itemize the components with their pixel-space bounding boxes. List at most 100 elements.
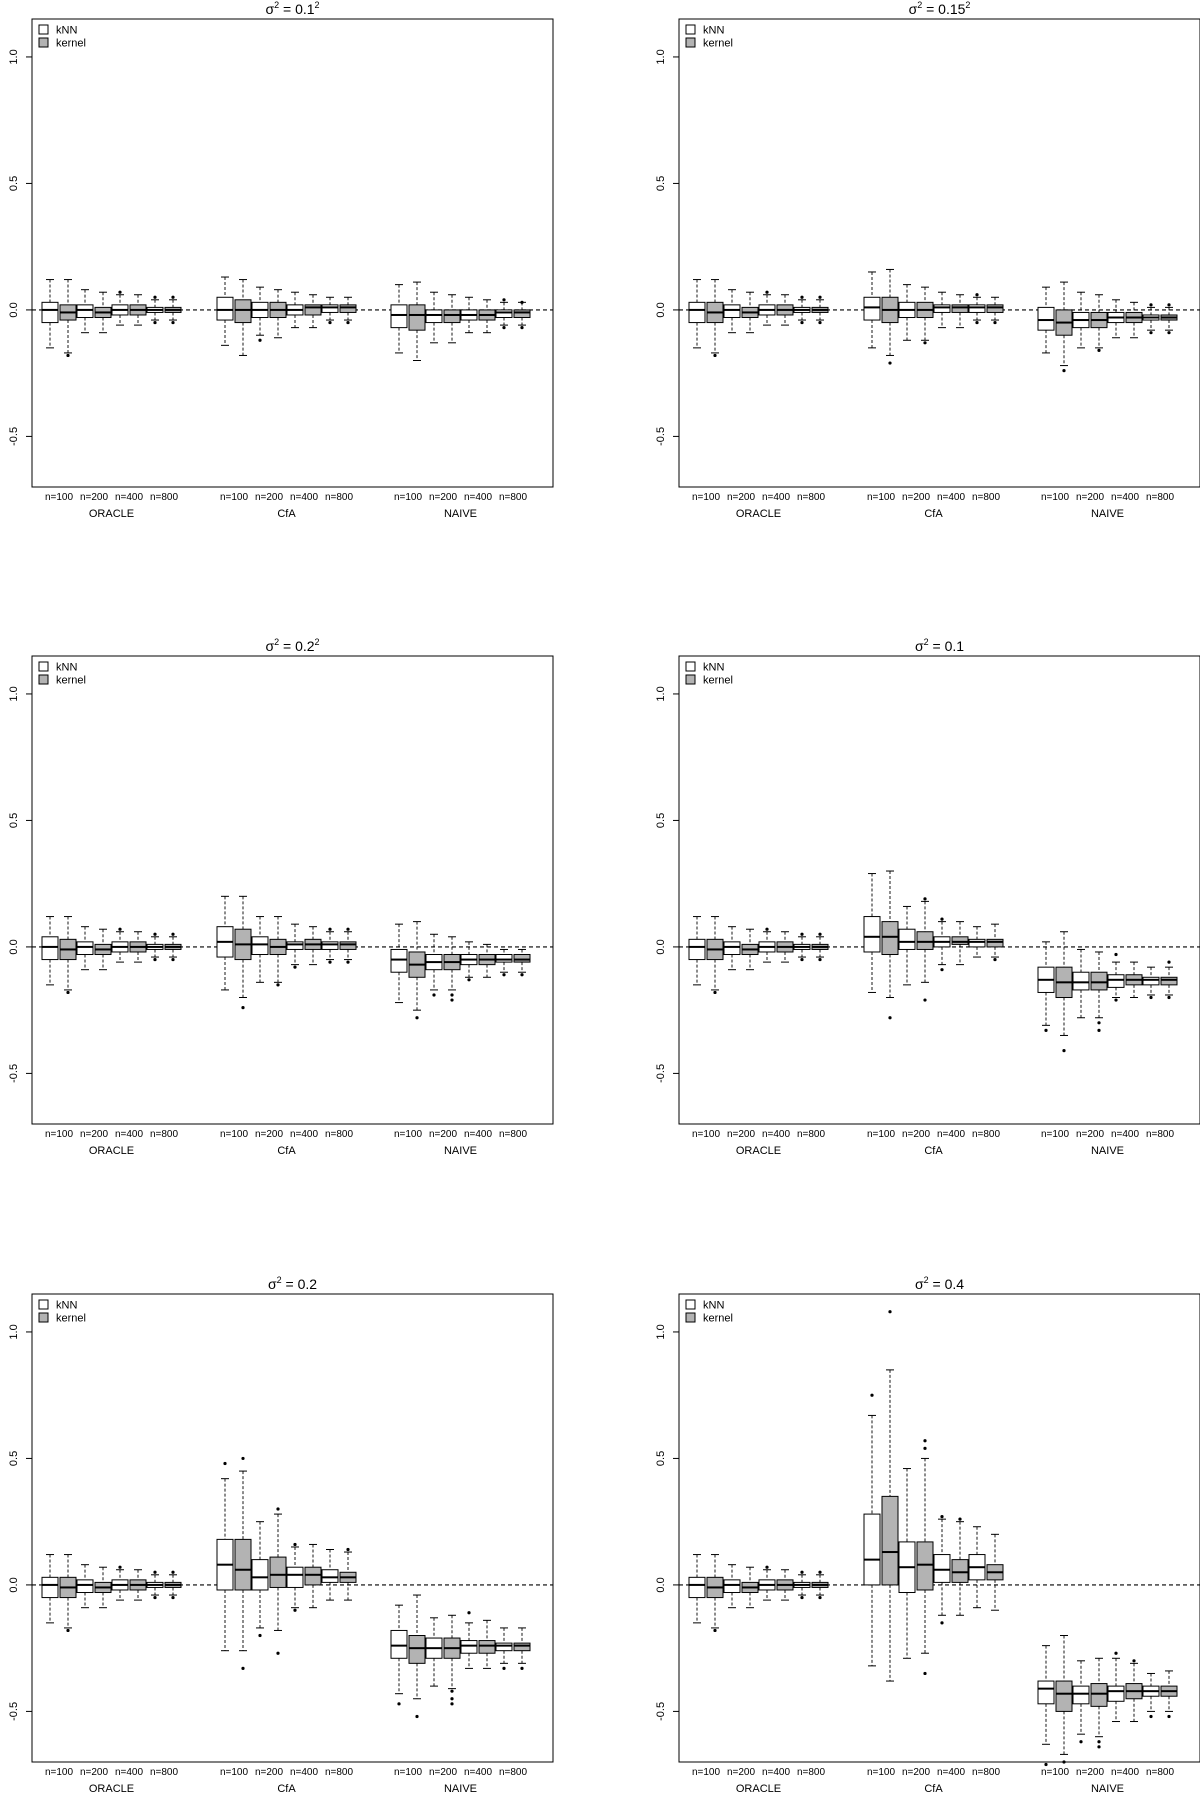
outlier-point [171,1570,175,1574]
n-label: n=400 [290,1129,319,1140]
outlier-point [153,1570,157,1574]
outlier-point [1114,952,1118,957]
n-label: n=800 [150,492,179,503]
box-kernel [811,1570,829,1600]
box-iqr [951,1559,969,1583]
box-iqr [443,309,461,324]
outlier-point [1167,995,1171,1000]
n-label: n=200 [429,492,458,503]
legend-swatch [685,674,696,685]
y-tick-label: -0.5 [655,1064,667,1083]
outlier-point [450,1689,454,1693]
legend-label: kernel [703,1313,733,1325]
box-iqr [339,304,357,313]
box-kernel [339,296,357,325]
box-iqr [251,936,269,956]
n-label: n=100 [220,1129,249,1140]
box-kernel [916,286,934,345]
box-iqr [951,936,969,945]
outlier-point [1097,348,1101,352]
legend-label: kernel [56,1313,86,1325]
box-kernel [513,948,531,977]
outlier-point [415,1016,419,1020]
n-label: n=100 [867,1129,896,1140]
outlier-point [171,1595,175,1600]
box-knn [321,296,339,325]
box-iqr [234,1538,252,1591]
outlier-point [800,957,804,962]
outlier-point [502,1666,506,1670]
outlier-point [923,1446,927,1450]
y-tick-label: 1.0 [655,1324,667,1339]
n-label: n=100 [394,492,423,503]
title-value: = 0.2 [279,638,315,654]
outlier-point [975,320,979,325]
box-knn [390,923,408,1004]
box-iqr [495,1642,513,1652]
box-kernel [129,931,147,963]
outlier-point [888,361,892,365]
n-label: n=800 [1146,492,1175,503]
n-label: n=200 [1076,1129,1105,1140]
box-iqr [881,1495,899,1586]
outlier-point [1044,1028,1048,1032]
outlier-point [223,1461,227,1466]
outlier-point [118,290,122,294]
outlier-point [415,1714,419,1719]
box-iqr [513,1642,531,1652]
y-tick-label: 0.0 [8,302,20,317]
box-iqr [495,954,513,963]
y-tick-label: 0.5 [655,813,667,828]
outlier-point [1062,1049,1066,1053]
outlier-point [765,290,769,294]
outlier-point [1097,1745,1101,1749]
y-tick-label: 1.0 [8,1324,20,1339]
n-label: n=200 [1076,492,1105,503]
outlier-point [800,320,804,325]
outlier-point [346,1547,350,1552]
box-knn [216,895,234,991]
outlier-point [818,320,822,325]
outlier-point [1097,1021,1101,1025]
box-knn [933,917,951,972]
n-label: n=100 [1041,1129,1070,1140]
box-kernel [1160,303,1178,335]
box-knn [146,1570,164,1600]
legend-swatch [685,1312,696,1323]
box-iqr [1107,974,1125,988]
outlier-point [467,978,471,982]
outlier-point [450,998,454,1002]
title-value: = 0.1 [929,638,965,654]
box-knn [286,1542,304,1612]
box-kernel [443,936,461,1002]
n-label: n=200 [429,1129,458,1140]
group-label: NAIVE [444,1145,477,1157]
group-label: ORACLE [89,1145,134,1157]
outlier-point [1167,960,1171,964]
group-label: CfA [924,508,943,520]
n-label: n=400 [762,1129,791,1140]
n-label: n=800 [972,1129,1001,1140]
n-label: n=200 [80,1767,109,1778]
n-label: n=400 [464,1129,493,1140]
n-label: n=800 [972,492,1001,503]
box-iqr [390,1629,408,1659]
outlier-point [818,932,822,936]
y-tick-label: 0.0 [655,302,667,317]
outlier-point [328,960,332,964]
box-iqr [76,941,94,956]
box-kernel [269,916,287,987]
box-knn [863,271,881,349]
n-label: n=100 [45,1767,74,1778]
y-tick-label: 1.0 [655,686,667,701]
outlier-point [276,983,280,987]
outlier-point [923,998,927,1002]
outlier-point [800,932,804,936]
n-label: n=100 [1041,1767,1070,1778]
panel-title: σ2 = 0.22 [265,637,319,654]
box-kernel [304,294,322,329]
panel-title: σ2 = 0.12 [265,0,319,17]
box-kernel [408,1594,426,1719]
box-knn [425,933,443,997]
n-label: n=400 [1111,1767,1140,1778]
